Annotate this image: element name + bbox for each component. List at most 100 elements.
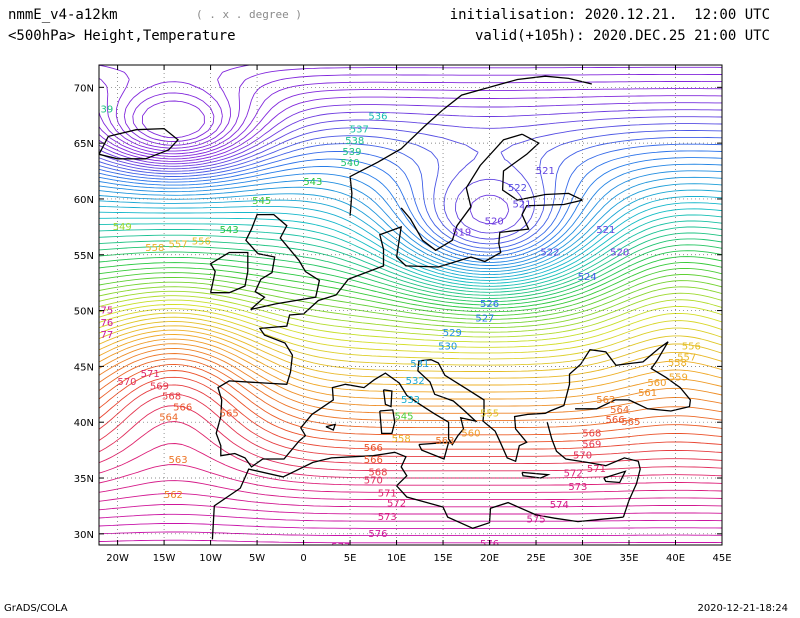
contour-label: 560 bbox=[647, 378, 666, 389]
contour-566 bbox=[99, 370, 722, 443]
contour-567 bbox=[99, 376, 722, 450]
contour-label: 569 bbox=[150, 381, 169, 392]
contour-label: 569 bbox=[582, 440, 601, 451]
contour-533 bbox=[99, 195, 722, 278]
contour-label: 562 bbox=[164, 490, 183, 501]
contour-537 bbox=[99, 220, 722, 290]
field-title: <500hPa> Height,Temperature bbox=[8, 28, 236, 44]
valid-time: valid(+105h): 2020.DEC.25 21:00 UTC bbox=[474, 28, 770, 44]
contour-label: 558 bbox=[668, 358, 687, 369]
x-tick-label: 20W bbox=[106, 553, 129, 564]
contour-label: 564 bbox=[159, 413, 178, 424]
contour-label: 529 bbox=[443, 328, 462, 339]
x-tick-label: 15E bbox=[434, 553, 453, 564]
contour-label: 575 bbox=[94, 306, 113, 317]
contour-543 bbox=[99, 256, 722, 309]
x-tick-label: 30E bbox=[573, 553, 592, 564]
coast-anatolia bbox=[546, 422, 641, 518]
contour-577 bbox=[99, 513, 722, 522]
contour-label: 522 bbox=[540, 248, 559, 259]
contour-label: 571 bbox=[378, 489, 397, 500]
contour-label: 520 bbox=[485, 216, 504, 227]
contour-571 bbox=[99, 421, 722, 479]
coast-crete bbox=[521, 471, 551, 479]
axis-ticks: 20W 15W 10W 5W 0 5E 10E 15E 20E 25E 30E 35E 40E 45E 70… bbox=[74, 65, 732, 564]
contour-label: 573 bbox=[568, 482, 587, 493]
contour-label: 538 bbox=[345, 136, 364, 147]
contour-562 bbox=[99, 348, 722, 414]
contour-570 bbox=[99, 405, 722, 472]
contour-574 bbox=[99, 480, 722, 501]
coast-finland bbox=[501, 133, 583, 201]
contour-578 bbox=[99, 522, 722, 529]
contour-label: 533 bbox=[401, 395, 420, 406]
model-title: nmmE_v4-a12km bbox=[8, 7, 118, 23]
contour-545 bbox=[99, 268, 722, 317]
contour-548 bbox=[99, 286, 722, 329]
contour-label: 571 bbox=[141, 369, 160, 380]
contour-513 bbox=[99, 65, 250, 149]
contour-512 bbox=[123, 81, 223, 146]
contour-label: 566 bbox=[364, 455, 383, 466]
contour-580 bbox=[99, 539, 722, 544]
contour-516 bbox=[99, 81, 722, 157]
contour-538 bbox=[99, 226, 722, 293]
contour-label: 568 bbox=[368, 467, 387, 478]
contour-547 bbox=[99, 280, 722, 324]
contour-label: 559 bbox=[669, 373, 688, 384]
contour-521 bbox=[99, 116, 722, 234]
contour-511 bbox=[132, 92, 215, 142]
contour-label: 570 bbox=[117, 377, 136, 388]
contour-label: 545 bbox=[394, 412, 413, 423]
contour-520 bbox=[99, 109, 722, 225]
contour-553 bbox=[99, 308, 722, 354]
contour-510 bbox=[141, 100, 205, 139]
contour-label: 520 bbox=[610, 248, 629, 259]
init-time: initialisation: 2020.12.21. 12:00 UTC bbox=[449, 7, 770, 23]
contour-551 bbox=[99, 299, 722, 343]
y-tick-label: 50N bbox=[74, 307, 94, 318]
contour-label: 549 bbox=[113, 222, 132, 233]
contour-label: 556 bbox=[192, 236, 211, 247]
y-tick-label: 45N bbox=[74, 362, 94, 373]
contour-label: 557 bbox=[677, 352, 696, 363]
contour-524 bbox=[99, 136, 722, 249]
contour-576 bbox=[99, 503, 722, 515]
contour-528 bbox=[99, 163, 722, 263]
x-tick-label: 45E bbox=[712, 553, 731, 564]
contour-527 bbox=[99, 157, 722, 260]
contour-541 bbox=[99, 244, 722, 303]
contour-label: 532 bbox=[406, 376, 425, 387]
contour-572 bbox=[99, 443, 722, 486]
contour-label: 565 bbox=[220, 408, 239, 419]
contour-label: 524 bbox=[578, 272, 597, 283]
contour-label: 566 bbox=[606, 415, 625, 426]
coast-ireland bbox=[209, 251, 249, 294]
x-tick-label: 35E bbox=[619, 553, 638, 564]
contour-515 bbox=[99, 73, 722, 155]
contour-568 bbox=[99, 384, 722, 457]
contour-label: 531 bbox=[410, 359, 429, 370]
x-tick-label: 10E bbox=[387, 553, 406, 564]
contour-label: 563 bbox=[168, 455, 187, 466]
contour-label: 574 bbox=[550, 500, 569, 511]
footer-credit: GrADS/COLA bbox=[4, 603, 68, 614]
coast-britain bbox=[245, 213, 321, 311]
y-tick-label: 30N bbox=[74, 530, 94, 541]
contour-560 bbox=[99, 338, 722, 400]
contour-536 bbox=[99, 214, 722, 287]
contour-550 bbox=[99, 295, 722, 338]
contour-label: 522 bbox=[508, 183, 527, 194]
contour-lines bbox=[99, 65, 722, 544]
contour-label: 539 bbox=[94, 105, 113, 116]
contour-label: 557 bbox=[168, 240, 187, 251]
coast-baltic bbox=[215, 199, 692, 468]
contour-label: 577 bbox=[331, 542, 350, 553]
x-tick-label: 10W bbox=[199, 553, 222, 564]
contour-label: 562 bbox=[596, 395, 615, 406]
coast-sardinia bbox=[379, 409, 396, 435]
contour-label: 558 bbox=[145, 243, 164, 254]
contour-558 bbox=[99, 329, 722, 386]
